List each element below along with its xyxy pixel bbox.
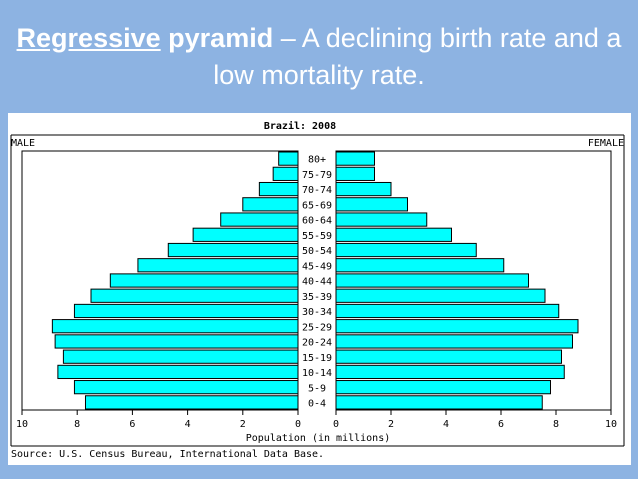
title-rest: – A declining birth rate and a low morta… <box>213 23 622 90</box>
male-x-tick-label: 10 <box>16 419 28 430</box>
male-label: MALE <box>11 138 35 149</box>
title-bold-word: pyramid <box>160 23 274 53</box>
age-group-label: 20-24 <box>302 338 332 349</box>
female-x-tick-label: 8 <box>553 419 559 430</box>
age-group-label: 70-74 <box>302 185 332 196</box>
male-x-tick-label: 8 <box>74 419 80 430</box>
population-pyramid-chart: Brazil: 2008 MALE FEMALE Population (in … <box>8 113 631 465</box>
female-bar <box>335 212 428 227</box>
age-group-label: 75-79 <box>302 170 332 181</box>
male-bar <box>57 364 299 380</box>
male-x-tick-label: 0 <box>295 419 301 430</box>
age-group-label: 30-34 <box>302 307 332 318</box>
male-bar <box>90 288 299 303</box>
male-bar <box>84 395 299 410</box>
male-bar <box>192 227 299 242</box>
female-x-tick-label: 6 <box>498 419 504 430</box>
source-note: Source: U.S. Census Bureau, Internationa… <box>11 449 324 460</box>
female-bar <box>335 227 452 242</box>
male-bar <box>258 181 299 197</box>
age-group-label: 55-59 <box>302 231 332 242</box>
female-bar <box>335 349 562 364</box>
female-bar <box>335 395 543 410</box>
age-group-label: 45-49 <box>302 261 332 272</box>
male-x-tick-label: 4 <box>185 419 191 430</box>
female-bar <box>335 288 546 303</box>
age-group-label: 40-44 <box>302 277 332 288</box>
male-bar <box>220 212 299 227</box>
male-bar <box>62 349 299 364</box>
male-bar <box>73 303 299 319</box>
male-bar <box>51 319 299 334</box>
female-x-tick-label: 4 <box>443 419 449 430</box>
female-bar <box>335 197 408 212</box>
female-x-tick-label: 0 <box>333 419 339 430</box>
female-x-tick-label: 2 <box>388 419 394 430</box>
pyramid-svg: Brazil: 2008 MALE FEMALE Population (in … <box>10 120 625 460</box>
female-bar <box>335 273 529 288</box>
slide-title: Regressive pyramid – A declining birth r… <box>0 20 638 94</box>
age-group-label: 25-29 <box>302 322 332 333</box>
female-bar <box>335 242 477 258</box>
male-bar <box>278 151 299 166</box>
female-bar <box>335 151 375 166</box>
age-group-label: 65-69 <box>302 200 332 211</box>
female-bar <box>335 258 505 273</box>
female-x-tick-label: 10 <box>605 419 617 430</box>
female-label: FEMALE <box>588 138 624 149</box>
title-underlined-word: Regressive <box>16 23 161 53</box>
x-axis-label: Population (in millions) <box>246 433 391 444</box>
male-bar <box>167 242 299 258</box>
male-bar <box>109 273 299 288</box>
age-group-label: 35-39 <box>302 292 332 303</box>
male-bar <box>137 258 299 273</box>
age-group-label: 5-9 <box>308 383 326 394</box>
female-bar <box>335 334 573 349</box>
age-group-label: 15-19 <box>302 353 332 364</box>
female-bar <box>335 319 579 334</box>
age-group-label: 50-54 <box>302 246 332 257</box>
male-x-tick-label: 2 <box>240 419 246 430</box>
female-bar <box>335 181 392 197</box>
male-bar <box>54 334 299 349</box>
male-bar <box>272 166 299 181</box>
female-bar <box>335 166 375 181</box>
chart-title: Brazil: 2008 <box>264 120 336 132</box>
female-bar <box>335 380 551 395</box>
male-x-tick-label: 6 <box>129 419 135 430</box>
age-group-label: 10-14 <box>302 368 332 379</box>
female-bar <box>335 364 565 380</box>
age-group-label: 80+ <box>308 155 326 166</box>
male-bar <box>73 380 299 395</box>
age-group-label: 60-64 <box>302 216 332 227</box>
male-bar <box>242 197 299 212</box>
age-group-label: 0-4 <box>308 399 326 410</box>
female-bar <box>335 303 560 319</box>
